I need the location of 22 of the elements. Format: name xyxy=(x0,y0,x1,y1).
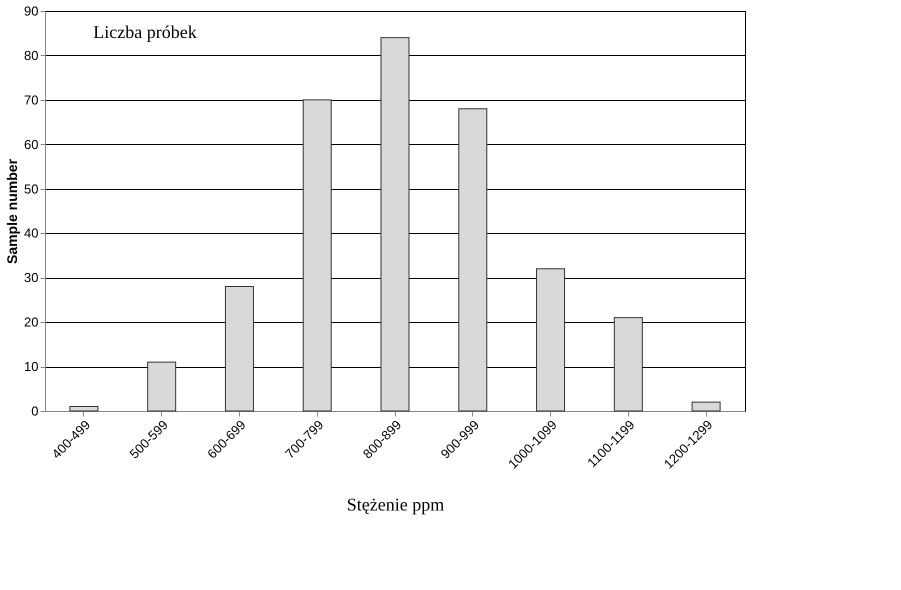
bar xyxy=(380,37,410,412)
y-tick-label: 10 xyxy=(24,359,38,374)
y-tick-label: 60 xyxy=(24,136,38,152)
y-tick-label: 50 xyxy=(24,181,38,196)
y-tick-label: 70 xyxy=(24,92,38,108)
bar xyxy=(614,317,643,412)
bar xyxy=(224,286,254,412)
bar xyxy=(458,108,488,412)
bar xyxy=(302,99,332,412)
y-tick-label: 90 xyxy=(24,4,38,18)
y-tick-label: 80 xyxy=(24,48,38,63)
x-axis-title: Stężenie ppm xyxy=(346,494,444,515)
y-axis-title: Sample number xyxy=(4,158,20,264)
bar xyxy=(536,268,566,412)
bar xyxy=(692,402,721,412)
y-tick-label: 0 xyxy=(31,404,38,418)
annotation: Liczba próbek xyxy=(93,22,197,42)
y-tick-label: 20 xyxy=(24,314,38,330)
y-tick-label: 40 xyxy=(24,226,38,241)
y-tick-label: 30 xyxy=(24,270,38,286)
bar xyxy=(147,362,176,412)
bar xyxy=(69,406,98,412)
